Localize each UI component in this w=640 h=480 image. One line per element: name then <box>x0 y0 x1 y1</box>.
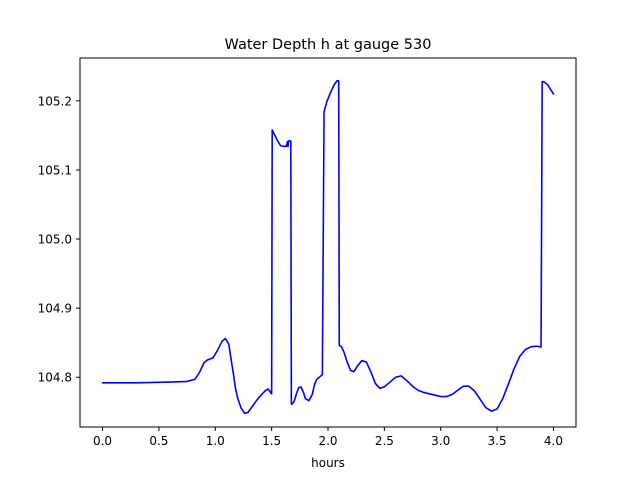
series-line-water-depth <box>101 80 555 414</box>
series-layer <box>101 80 555 414</box>
x-tick-label: 3.0 <box>431 434 450 448</box>
plot-area <box>80 58 576 427</box>
x-axis-label: hours <box>311 456 345 470</box>
x-tick-label: 0.0 <box>93 434 112 448</box>
chart-title: Water Depth h at gauge 530 <box>225 37 432 53</box>
x-tick-label: 1.5 <box>262 434 281 448</box>
y-tick-label: 104.9 <box>38 302 72 316</box>
y-tick-label: 105.2 <box>38 94 72 108</box>
y-tick-label: 105.1 <box>38 163 72 177</box>
ticks-layer: 0.0 0.5 1.0 1.5 2.0 2.5 3.0 3.5 4.0 104.8 104.9 105… <box>38 94 563 448</box>
x-tick-label: 3.5 <box>488 434 507 448</box>
plot-frame <box>79 57 577 428</box>
x-tick-label: 4.0 <box>544 434 563 448</box>
x-tick-label: 2.0 <box>318 434 337 448</box>
x-tick-label: 2.5 <box>375 434 394 448</box>
x-tick-label: 1.0 <box>206 434 225 448</box>
x-tick-label: 0.5 <box>149 434 168 448</box>
y-tick-label: 104.8 <box>38 371 72 385</box>
y-tick-label: 105.0 <box>38 233 72 247</box>
